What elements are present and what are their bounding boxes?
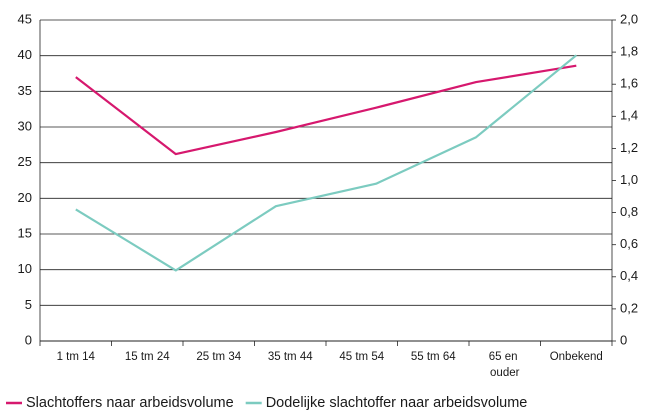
y-tick-label: 5	[25, 297, 32, 312]
x-tick-label: 35 tm 44	[268, 351, 313, 363]
line-series	[75, 64, 577, 156]
x-tick-label: 15 tm 24	[125, 351, 170, 363]
y2-tick-label: 0	[620, 332, 627, 347]
y-tick-label: 0	[25, 332, 32, 347]
x-tick-label: 25 tm 34	[196, 351, 241, 363]
legend-label: Dodelijke slachtoffer naar arbeidsvolume	[266, 395, 528, 411]
y2-tick-label: 1,2	[620, 140, 638, 155]
y2-tick-label: 1,6	[620, 76, 638, 91]
y2-tick-label: 1,0	[620, 172, 638, 187]
line-series	[75, 54, 577, 272]
y2-tick-label: 1,8	[620, 44, 638, 59]
x-tick-label: 55 tm 64	[411, 351, 456, 363]
y-tick-label: 10	[18, 261, 32, 276]
x-tick-label: Onbekend	[550, 351, 603, 363]
y-tick-label: 40	[18, 47, 32, 62]
x-tick-label: 65 en ouder	[489, 351, 521, 379]
x-tick-label: 45 tm 54	[339, 351, 384, 363]
y-tick-label: 35	[18, 83, 32, 98]
y2-tick-label: 0,2	[620, 300, 638, 315]
y-tick-label: 20	[18, 190, 32, 205]
y2-tick-label: 2,0	[620, 11, 638, 26]
y-tick-label: 45	[18, 11, 32, 26]
y-tick-label: 30	[18, 118, 32, 133]
y2-tick-label: 1,4	[620, 108, 638, 123]
y-tick-label: 15	[18, 225, 32, 240]
legend-label: Slachtoffers naar arbeidsvolume	[26, 395, 234, 411]
y-tick-label: 25	[18, 154, 32, 169]
x-tick-label: 1 tm 14	[57, 351, 96, 363]
y2-tick-label: 0,4	[620, 268, 638, 283]
y2-tick-label: 0,6	[620, 236, 638, 251]
y2-tick-label: 0,8	[620, 204, 638, 219]
